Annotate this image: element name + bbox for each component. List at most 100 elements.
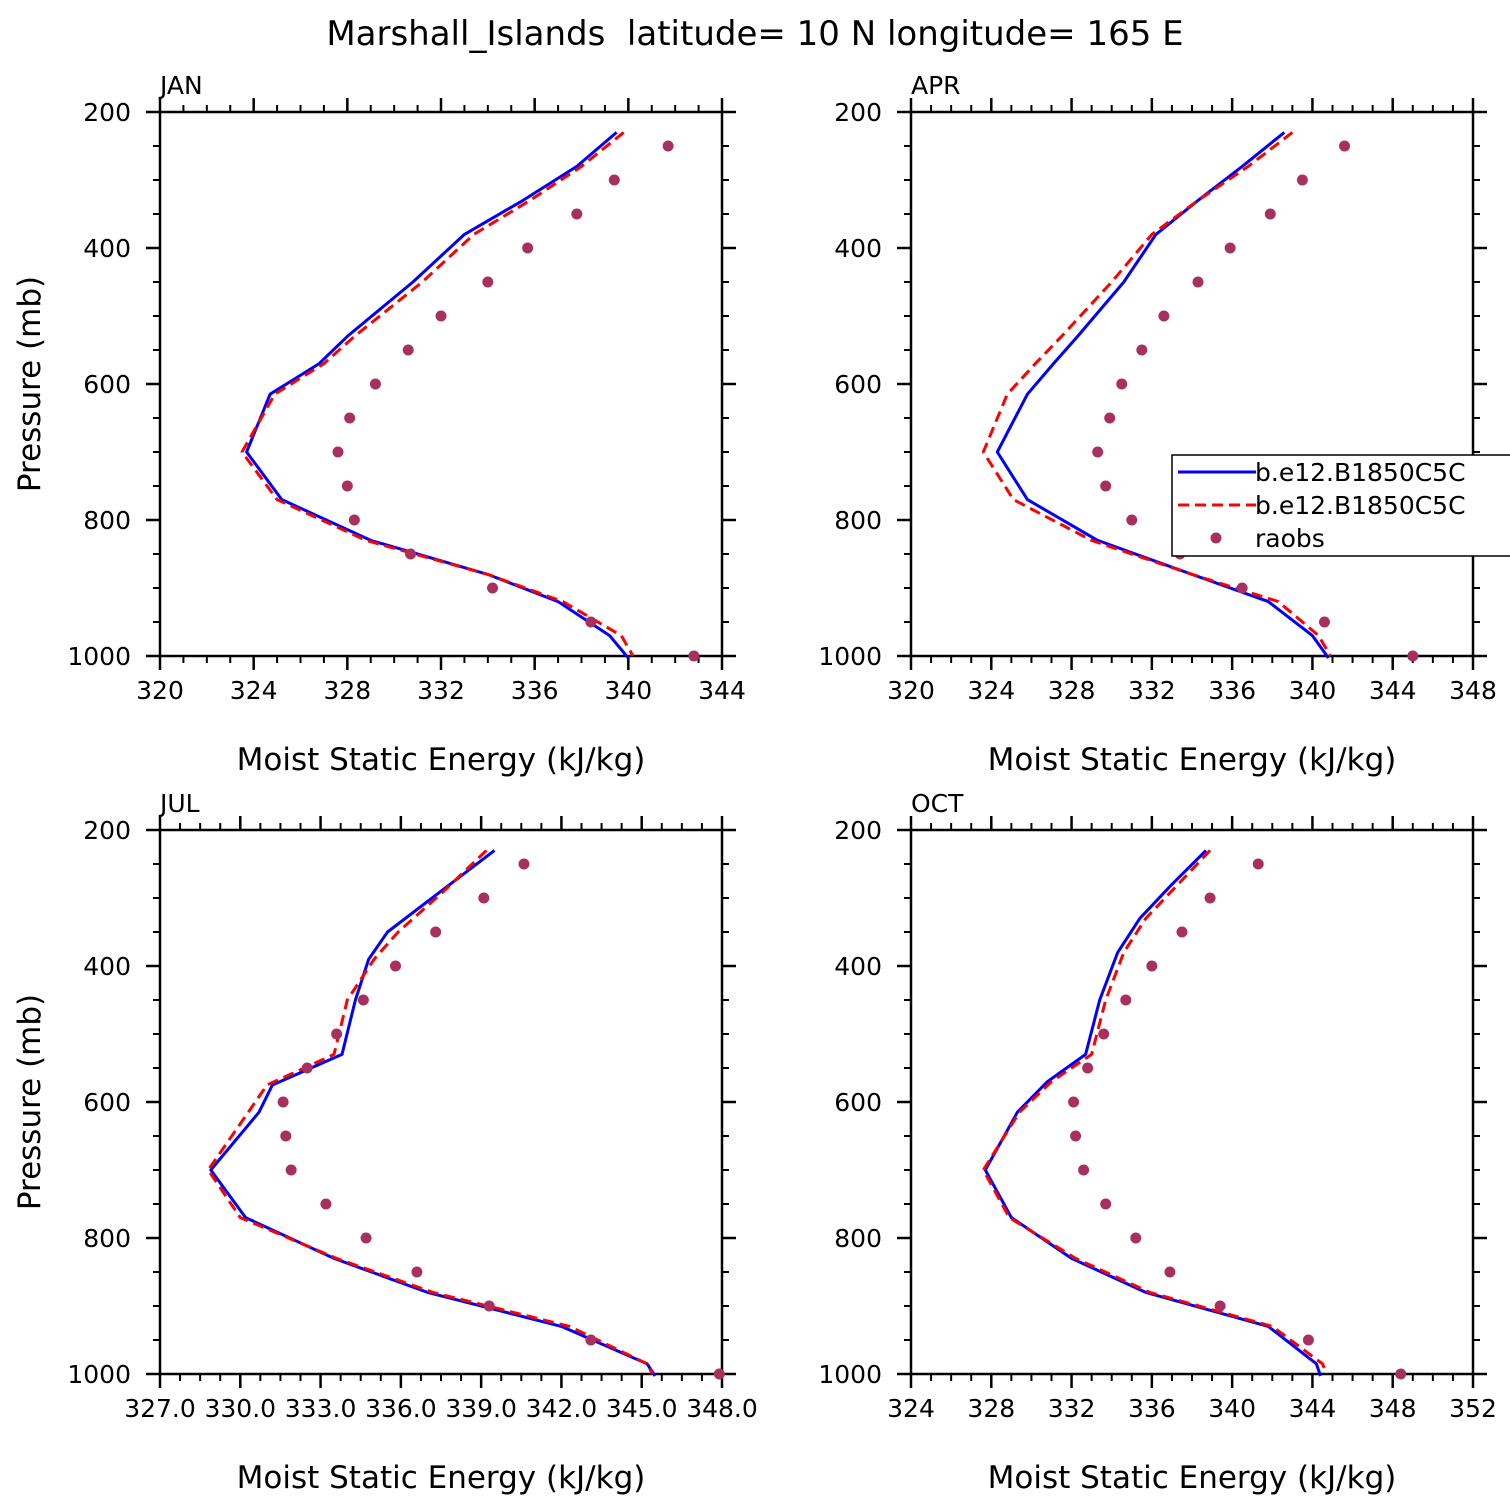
raobs-point (344, 412, 356, 424)
x-tick-label: 324 (967, 676, 1015, 705)
x-tick-label: 345.0 (606, 1394, 678, 1423)
y-tick-label: 200 (83, 98, 131, 127)
raobs-point (348, 514, 360, 526)
x-tick-label: 328 (1048, 676, 1096, 705)
raobs-point (1126, 514, 1138, 526)
x-axis-label: Moist Static Energy (kJ/kg) (988, 742, 1397, 778)
raobs-point (585, 1334, 597, 1346)
plot-frame (158, 828, 724, 1376)
panel-jul: JUL 327.0 330.0 333.0 336.0 339.0 342.0 345.0 34… (12, 789, 758, 1496)
panel-title: OCT (911, 789, 964, 818)
x-tick-label: 348 (1369, 1394, 1417, 1423)
raobs-point (357, 994, 369, 1006)
legend-label: b.e12.B1850C5C (1255, 458, 1466, 487)
raobs-point (1082, 1062, 1094, 1074)
y-tick-label: 200 (834, 816, 882, 845)
raobs-point (585, 616, 597, 628)
legend-marker-raobs (1210, 532, 1222, 544)
raobs-point (435, 310, 447, 322)
x-tick-label: 324 (230, 676, 278, 705)
raobs-point (483, 1300, 495, 1312)
raobs-point (1136, 344, 1148, 356)
x-tick-label: 344 (698, 676, 746, 705)
raobs-point (662, 140, 674, 152)
legend-label: raobs (1255, 524, 1325, 553)
x-tick-label: 336 (1128, 1394, 1176, 1423)
y-tick-label: 1000 (67, 1360, 131, 1389)
raobs-point (1318, 616, 1330, 628)
raobs-point (1236, 582, 1248, 594)
x-tick-label: 324 (887, 1394, 935, 1423)
raobs-point (1100, 1198, 1112, 1210)
raobs-point (1068, 1096, 1080, 1108)
raobs-point (390, 960, 402, 972)
y-tick-label: 200 (83, 816, 131, 845)
x-tick-label: 336 (1208, 676, 1256, 705)
legend: b.e12.B1850C5C b.e12.B1850C5C raobs (1171, 454, 1510, 557)
raobs-point (1339, 140, 1351, 152)
y-tick-label: 400 (83, 952, 131, 981)
x-tick-label: 339.0 (445, 1394, 517, 1423)
raobs-point (301, 1062, 313, 1074)
panel-apr: APR 320 324 328 332 336 340 344 348 200 400 600 800 1… (818, 71, 1496, 778)
raobs-point (402, 344, 414, 356)
raobs-point (487, 582, 499, 594)
x-axis-label: Moist Static Energy (kJ/kg) (237, 1460, 646, 1496)
raobs-point (1302, 1334, 1314, 1346)
x-tick-label: 336.0 (365, 1394, 437, 1423)
x-tick-label: 330.0 (204, 1394, 276, 1423)
x-axis-label: Moist Static Energy (kJ/kg) (988, 1460, 1397, 1496)
x-tick-label: 332 (1128, 676, 1176, 705)
raobs-point (1192, 276, 1204, 288)
raobs-point (369, 378, 381, 390)
legend-box (1171, 454, 1510, 557)
y-axis-label: Pressure (mb) (12, 276, 48, 492)
x-tick-label: 332 (417, 676, 465, 705)
x-axis-label: Moist Static Energy (kJ/kg) (237, 742, 646, 778)
y-tick-label: 800 (83, 1224, 131, 1253)
raobs-point (1104, 412, 1116, 424)
raobs-point (280, 1130, 292, 1142)
x-tick-label: 336 (511, 676, 559, 705)
raobs-point (522, 242, 534, 254)
y-tick-label: 1000 (67, 642, 131, 671)
y-tick-label: 1000 (818, 1360, 882, 1389)
raobs-point (332, 446, 344, 458)
series-raobs (277, 858, 725, 1380)
y-axis-label: Pressure (mb) (12, 994, 48, 1210)
raobs-point (430, 926, 442, 938)
y-tick-label: 800 (834, 506, 882, 535)
y-tick-label: 400 (834, 952, 882, 981)
series-line-2 (240, 131, 635, 657)
raobs-point (1098, 1028, 1110, 1040)
raobs-point (1395, 1368, 1407, 1380)
raobs-point (1130, 1232, 1142, 1244)
x-tick-label: 340 (604, 676, 652, 705)
panel-title: JAN (158, 71, 203, 100)
series-line-2 (981, 131, 1332, 657)
raobs-point (482, 276, 494, 288)
x-tick-label: 332 (1048, 1394, 1096, 1423)
plot-frame (909, 828, 1475, 1376)
x-tick-label: 333.0 (285, 1394, 357, 1423)
raobs-point (518, 858, 530, 870)
raobs-point (1116, 378, 1128, 390)
series-line-1 (995, 131, 1330, 659)
x-tick-label: 320 (136, 676, 184, 705)
raobs-point (608, 174, 620, 186)
series-raobs (332, 140, 700, 662)
y-tick-label: 600 (83, 1088, 131, 1117)
y-tick-label: 800 (83, 506, 131, 535)
x-tick-label: 348.0 (686, 1394, 758, 1423)
figure-title: Marshall_Islands latitude= 10 N longitud… (326, 14, 1183, 54)
raobs-point (320, 1198, 332, 1210)
x-tick-label: 344 (1289, 1394, 1337, 1423)
series-raobs (1092, 140, 1419, 662)
plot-frame (158, 110, 724, 658)
raobs-point (411, 1266, 423, 1278)
raobs-point (478, 892, 490, 904)
legend-label: b.e12.B1850C5C (1255, 491, 1466, 520)
raobs-point (1146, 960, 1158, 972)
x-tick-label: 342.0 (526, 1394, 598, 1423)
